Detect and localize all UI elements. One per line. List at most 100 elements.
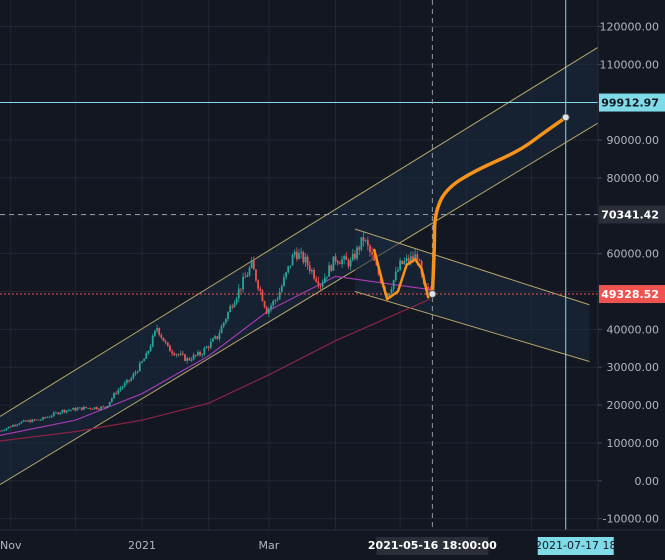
candle-body[interactable] (91, 408, 94, 410)
candle-body[interactable] (27, 420, 29, 422)
candle-body[interactable] (278, 291, 281, 300)
candle-body[interactable] (229, 306, 232, 313)
candle-body[interactable] (397, 270, 399, 272)
candle-body[interactable] (321, 282, 324, 287)
candle-body[interactable] (188, 358, 191, 361)
candle-body[interactable] (255, 269, 257, 281)
candle-body[interactable] (274, 300, 277, 301)
projection-end-handle[interactable] (561, 113, 570, 122)
candle-body[interactable] (244, 276, 247, 278)
candle-body[interactable] (248, 267, 251, 276)
candle-body[interactable] (276, 299, 279, 301)
candle-body[interactable] (74, 408, 77, 411)
candle-body[interactable] (418, 260, 421, 262)
candle-body[interactable] (261, 290, 264, 302)
candle-body[interactable] (328, 265, 331, 277)
candle-body[interactable] (67, 410, 70, 411)
candle-body[interactable] (209, 341, 212, 348)
candle-body[interactable] (412, 256, 414, 260)
candle-body[interactable] (201, 354, 204, 356)
candle-body[interactable] (100, 406, 103, 410)
candle-body[interactable] (39, 419, 42, 421)
candle-body[interactable] (33, 419, 36, 421)
candle-body[interactable] (427, 286, 429, 289)
candle-body[interactable] (85, 406, 87, 409)
candle-body[interactable] (336, 261, 339, 264)
candle-body[interactable] (175, 354, 178, 356)
candle-body[interactable] (29, 420, 32, 423)
candle-body[interactable] (332, 256, 335, 271)
candle-body[interactable] (171, 351, 173, 354)
candle-body[interactable] (12, 425, 14, 427)
candle-body[interactable] (50, 415, 53, 417)
candle-body[interactable] (98, 409, 100, 410)
candle-body[interactable] (334, 256, 337, 262)
candle-body[interactable] (407, 258, 410, 262)
candle-body[interactable] (20, 421, 23, 424)
candle-body[interactable] (110, 398, 113, 402)
projection-path[interactable] (430, 115, 568, 296)
candle-body[interactable] (401, 260, 404, 265)
candle-body[interactable] (104, 406, 107, 408)
candle-body[interactable] (272, 300, 275, 306)
candle-body[interactable] (7, 426, 10, 429)
candle-body[interactable] (371, 251, 374, 255)
candle-body[interactable] (162, 337, 165, 342)
candle-body[interactable] (9, 426, 12, 428)
candle-body[interactable] (37, 419, 40, 421)
candle-body[interactable] (306, 256, 309, 266)
candle-body[interactable] (78, 407, 81, 409)
candle-body[interactable] (173, 353, 176, 356)
candle-body[interactable] (93, 407, 96, 410)
candle-body[interactable] (132, 374, 135, 379)
price-label-badge[interactable] (599, 93, 665, 112)
candle-body[interactable] (214, 336, 217, 339)
candle-body[interactable] (57, 412, 59, 415)
candle-body[interactable] (227, 312, 229, 320)
candle-body[interactable] (186, 358, 189, 361)
candle-body[interactable] (212, 338, 214, 342)
candle-body[interactable] (222, 322, 225, 327)
candle-body[interactable] (291, 254, 294, 266)
candle-body[interactable] (121, 386, 124, 389)
candle-body[interactable] (72, 408, 75, 410)
candle-body[interactable] (35, 419, 38, 421)
candle-body[interactable] (362, 237, 365, 241)
candle-body[interactable] (134, 372, 137, 375)
candle-body[interactable] (117, 389, 120, 394)
candle-body[interactable] (1, 430, 4, 432)
candle-body[interactable] (341, 259, 343, 265)
candle-body[interactable] (113, 393, 115, 399)
candle-body[interactable] (14, 425, 16, 426)
candle-body[interactable] (184, 354, 186, 361)
price-label-badge[interactable] (599, 205, 665, 224)
candle-body[interactable] (95, 407, 98, 410)
candle-body[interactable] (70, 409, 72, 411)
candle-body[interactable] (5, 428, 8, 431)
candle-body[interactable] (46, 417, 49, 418)
candle-body[interactable] (356, 247, 358, 259)
candle-body[interactable] (153, 330, 156, 336)
candle-body[interactable] (76, 408, 79, 411)
candle-body[interactable] (392, 280, 395, 290)
candle-body[interactable] (300, 252, 303, 254)
candle-body[interactable] (224, 319, 227, 323)
candle-body[interactable] (409, 256, 412, 262)
candle-body[interactable] (315, 278, 318, 282)
candle-body[interactable] (24, 420, 27, 422)
candle-body[interactable] (308, 265, 311, 272)
candle-body[interactable] (354, 253, 356, 259)
candle-body[interactable] (151, 335, 154, 347)
candle-body[interactable] (158, 328, 161, 335)
candle-body[interactable] (194, 355, 197, 356)
candle-body[interactable] (289, 265, 292, 267)
candle-body[interactable] (160, 334, 163, 338)
candle-body[interactable] (44, 417, 47, 418)
candle-body[interactable] (250, 260, 253, 268)
candle-body[interactable] (302, 252, 305, 263)
candle-body[interactable] (18, 423, 21, 425)
time-label-badge[interactable] (537, 537, 614, 555)
candle-body[interactable] (366, 240, 369, 246)
